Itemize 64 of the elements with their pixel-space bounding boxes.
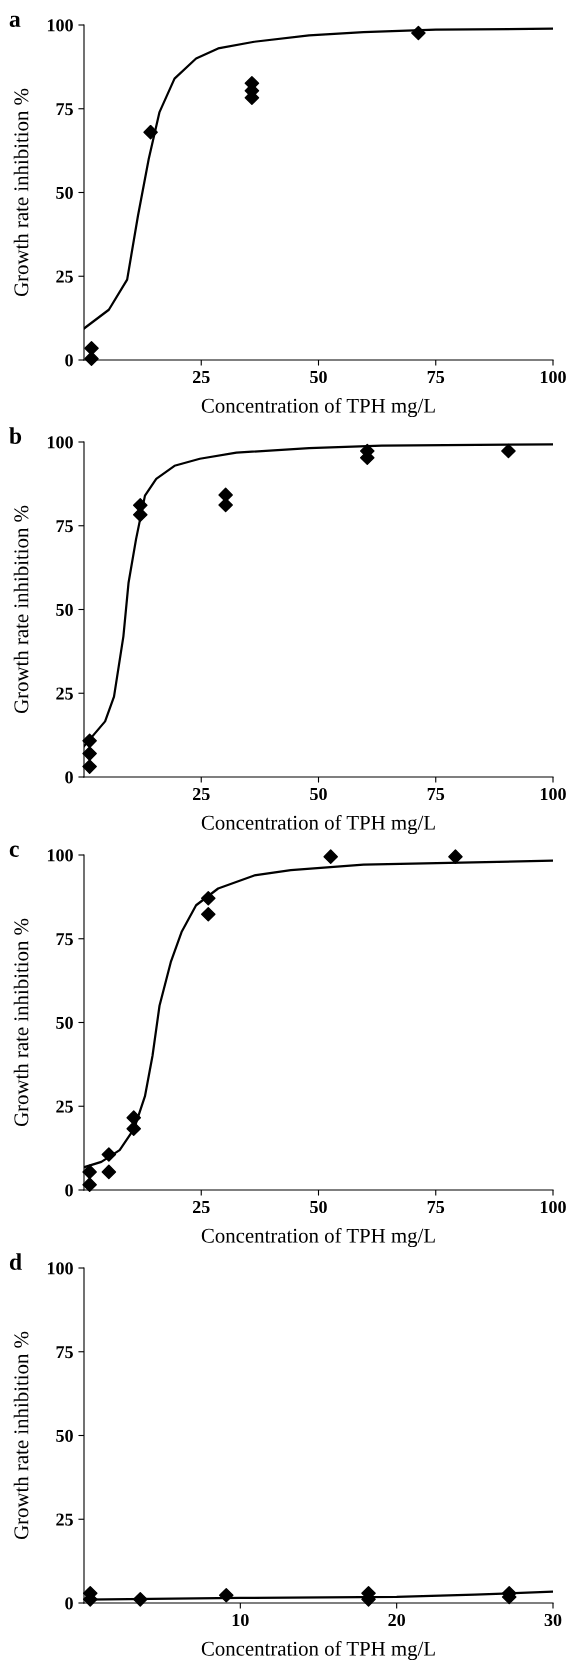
point	[448, 849, 463, 864]
x-tick-label: 25	[192, 1200, 210, 1214]
chart-title: a	[9, 15, 21, 27]
x-axis-title: Concentration of TPH mg/L	[201, 1640, 435, 1661]
y-tick-label: 50	[56, 603, 73, 616]
point	[82, 1164, 97, 1180]
point	[101, 1164, 117, 1180]
chart-title: c	[9, 845, 19, 857]
chart-title: b	[9, 427, 22, 444]
x-tick-label: 100	[540, 1200, 566, 1214]
point	[101, 1147, 117, 1162]
point	[501, 443, 516, 459]
y-tick-label: 75	[56, 520, 73, 533]
y-tick-label: 100	[47, 19, 73, 32]
point	[323, 849, 338, 864]
y-tick-label: 50	[56, 1016, 73, 1029]
x-tick-label: 50	[310, 1200, 327, 1214]
y-tick-label: 0	[65, 1597, 73, 1610]
point	[84, 351, 99, 366]
x-tick-label: 10	[232, 1613, 249, 1627]
y-tick-label: 25	[56, 270, 73, 283]
x-tick-label: 30	[544, 1613, 562, 1627]
point	[201, 907, 216, 922]
x-tick-label: 100	[540, 787, 566, 801]
point	[82, 746, 97, 761]
x-tick-label: 50	[310, 370, 327, 384]
x-tick-label: 75	[427, 371, 445, 384]
x-tick-label: 25	[192, 787, 210, 801]
y-tick-label: 0	[65, 771, 73, 784]
y-tick-label: 25	[56, 687, 73, 700]
x-tick-label: 75	[427, 788, 445, 801]
y-axis-title: Growth rate inhibition %	[13, 505, 29, 714]
y-axis-title: Growth rate inhibition %	[13, 88, 29, 297]
point	[82, 759, 97, 774]
y-axis-title: Growth rate inhibition %	[13, 1331, 29, 1540]
x-tick-label: 20	[388, 1613, 406, 1627]
x-tick-label: 25	[192, 370, 210, 384]
x-axis-title: Concentration of TPH mg/L	[201, 397, 435, 418]
x-axis-title: Concentration of TPH mg/L	[201, 1227, 435, 1248]
point	[126, 1110, 141, 1125]
y-tick-label: 0	[65, 354, 73, 367]
y-tick-label: 100	[47, 1262, 73, 1275]
point	[82, 1177, 97, 1192]
y-tick-label: 50	[56, 186, 73, 199]
y-tick-label: 75	[56, 1346, 73, 1359]
y-tick-label: 50	[56, 1429, 73, 1442]
y-tick-label: 25	[56, 1100, 73, 1113]
y-tick-label: 75	[56, 103, 73, 116]
y-tick-label: 100	[47, 436, 73, 449]
y-tick-label: 100	[47, 849, 73, 862]
x-tick-label: 50	[310, 787, 327, 801]
y-tick-label: 25	[56, 1513, 73, 1526]
x-axis-title: Concentration of TPH mg/L	[201, 814, 435, 835]
y-axis-title: Growth rate inhibition %	[13, 918, 29, 1127]
point	[126, 1121, 141, 1136]
x-tick-label: 100	[540, 370, 566, 384]
point	[411, 25, 426, 41]
chart-title: d	[9, 1253, 22, 1270]
point	[201, 890, 216, 906]
point	[143, 124, 158, 140]
point	[82, 733, 97, 749]
x-tick-label: 75	[427, 1201, 445, 1214]
y-tick-label: 0	[65, 1184, 73, 1197]
y-tick-label: 75	[56, 933, 73, 946]
